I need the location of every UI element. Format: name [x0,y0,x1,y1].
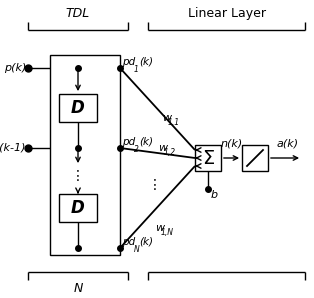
Text: (k): (k) [139,237,153,247]
Text: N: N [134,246,140,254]
Text: D: D [71,99,85,117]
Text: ⋮: ⋮ [71,169,85,183]
Text: ⋮: ⋮ [148,178,162,192]
Text: p(k): p(k) [4,63,26,73]
Text: p(k-1): p(k-1) [0,143,26,153]
Text: TDL: TDL [66,7,90,20]
Text: D: D [71,199,85,217]
Text: 1,1: 1,1 [168,117,180,126]
Text: 1: 1 [134,66,139,74]
Text: (k): (k) [139,57,153,67]
Text: n(k): n(k) [220,139,243,149]
Text: 2: 2 [134,145,139,154]
Text: N: N [73,282,83,295]
Text: pd: pd [122,137,135,147]
Bar [50,55,120,255]
Text: 1,2: 1,2 [164,148,176,156]
Text: a(k): a(k) [277,139,299,149]
Text: 1,N: 1,N [161,227,174,237]
Text: (k): (k) [139,137,153,147]
Bar [59,194,97,222]
Text: pd: pd [122,237,135,247]
Text: w: w [155,223,164,233]
Bar [59,94,97,122]
Text: w: w [158,143,167,153]
Text: Σ: Σ [202,148,214,167]
Text: b: b [211,190,218,200]
Bar [195,145,221,171]
Text: Linear Layer: Linear Layer [187,7,266,20]
Text: pd: pd [122,57,135,67]
Bar [242,145,268,171]
Text: w: w [162,113,171,123]
